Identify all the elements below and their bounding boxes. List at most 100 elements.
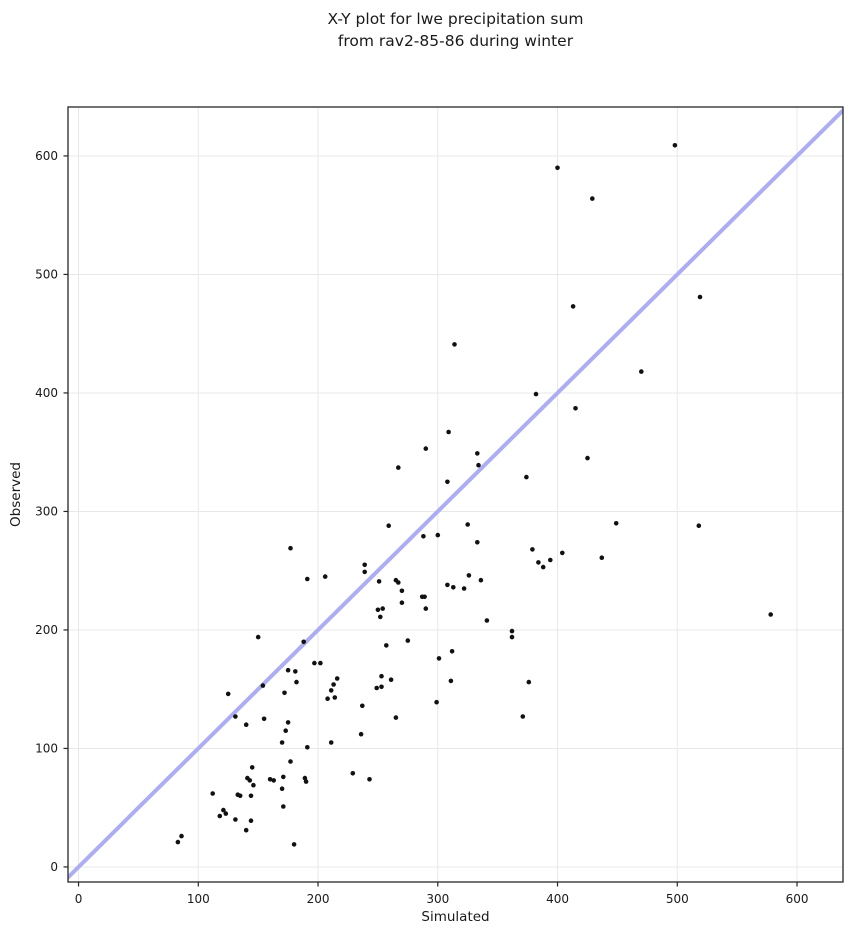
data-point xyxy=(465,522,471,527)
data-point xyxy=(422,594,427,600)
data-point xyxy=(360,703,365,709)
data-point xyxy=(288,545,293,551)
data-point xyxy=(478,577,484,583)
data-point xyxy=(303,779,309,784)
data-point xyxy=(376,579,382,584)
data-point xyxy=(267,777,273,782)
data-point xyxy=(322,574,328,579)
data-point xyxy=(301,639,307,645)
x-tick-label: 500 xyxy=(666,892,689,906)
data-point xyxy=(466,573,472,578)
data-point xyxy=(378,614,383,620)
data-point xyxy=(328,740,334,745)
identity-line xyxy=(68,107,843,881)
data-point xyxy=(358,731,364,737)
data-point xyxy=(384,643,389,648)
data-point xyxy=(421,534,426,539)
data-point xyxy=(288,759,293,764)
data-point xyxy=(255,634,261,640)
plot-title-line-2: from rav2-85-86 during winter xyxy=(337,32,574,50)
data-point xyxy=(362,562,368,568)
y-tick-label: 0 xyxy=(50,860,58,874)
data-point xyxy=(533,391,539,397)
data-point xyxy=(613,521,619,526)
data-point xyxy=(434,699,439,705)
data-point xyxy=(696,523,702,528)
data-point xyxy=(560,550,565,556)
data-point xyxy=(520,714,526,719)
data-point xyxy=(223,811,229,816)
data-point xyxy=(279,740,285,745)
data-point xyxy=(285,720,291,725)
data-point xyxy=(399,600,405,605)
data-point xyxy=(393,715,399,720)
data-point xyxy=(282,690,287,696)
data-point xyxy=(530,547,535,552)
data-point xyxy=(452,342,457,347)
data-point xyxy=(386,523,392,528)
data-point xyxy=(570,304,576,309)
data-point xyxy=(260,683,266,688)
data-point xyxy=(302,775,308,781)
data-point xyxy=(639,369,644,374)
data-point xyxy=(672,143,678,148)
data-point xyxy=(305,745,310,750)
data-point xyxy=(475,540,480,545)
data-point xyxy=(305,576,310,582)
data-point xyxy=(599,555,605,560)
data-point xyxy=(461,586,467,591)
data-point xyxy=(233,817,238,822)
data-point xyxy=(435,532,441,538)
data-point xyxy=(451,585,456,590)
data-point xyxy=(379,673,384,679)
data-point xyxy=(221,807,226,813)
data-point xyxy=(261,716,267,722)
y-tick-label: 100 xyxy=(35,742,58,756)
data-point xyxy=(217,813,223,819)
data-point xyxy=(312,660,317,666)
data-point xyxy=(225,691,231,697)
data-point xyxy=(367,777,372,782)
x-axis-label: Simulated xyxy=(421,909,489,925)
plot-title-line-1: X-Y plot for lwe precipitation sum xyxy=(327,10,584,28)
data-point xyxy=(590,196,595,201)
data-point xyxy=(540,564,546,570)
data-point xyxy=(484,618,490,623)
data-point xyxy=(380,606,386,611)
data-point xyxy=(375,607,381,613)
data-point xyxy=(271,778,277,783)
data-point xyxy=(247,778,253,783)
data-point xyxy=(476,462,481,468)
data-point xyxy=(281,774,286,780)
x-tick-label: 200 xyxy=(307,892,330,906)
data-point xyxy=(388,677,394,682)
y-tick-label: 600 xyxy=(35,149,58,163)
data-point xyxy=(399,588,405,594)
plot-border xyxy=(67,106,844,883)
data-point xyxy=(524,474,529,480)
data-point xyxy=(285,667,291,673)
data-point xyxy=(509,634,515,640)
data-point xyxy=(334,676,340,681)
x-tick-label: 400 xyxy=(546,892,569,906)
data-point xyxy=(423,446,429,451)
data-point xyxy=(374,685,380,691)
data-point xyxy=(405,638,411,643)
data-point xyxy=(445,479,450,485)
data-point xyxy=(175,839,181,845)
data-point xyxy=(768,612,773,617)
data-point xyxy=(293,669,298,674)
x-tick-label: 100 xyxy=(187,892,210,906)
data-point xyxy=(233,714,238,719)
y-tick-label: 400 xyxy=(35,386,58,400)
data-point xyxy=(331,682,336,687)
data-point xyxy=(585,455,590,461)
data-point xyxy=(445,582,450,588)
y-tick-label: 500 xyxy=(35,268,58,282)
data-point xyxy=(548,557,553,563)
data-point xyxy=(249,765,255,770)
data-point xyxy=(291,842,297,847)
data-point xyxy=(536,560,541,565)
data-point xyxy=(332,695,338,700)
